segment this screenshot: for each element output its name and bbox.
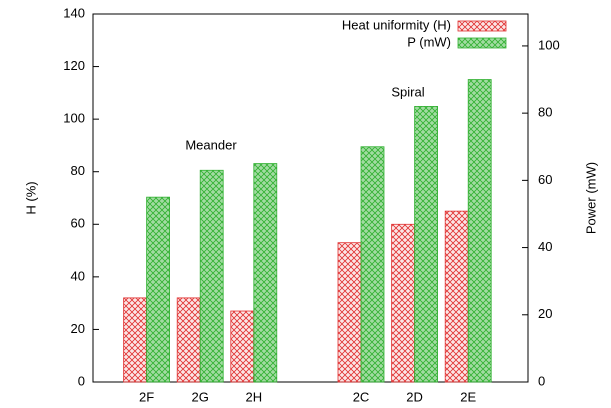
y-tick-label: 100 xyxy=(63,111,85,126)
y2-tick-label: 40 xyxy=(538,239,552,254)
legend-swatch xyxy=(457,20,507,32)
x-tick-label: 2D xyxy=(406,389,423,404)
annotation: Meander xyxy=(185,137,237,152)
bar xyxy=(146,196,171,383)
annotation: Spiral xyxy=(391,84,424,99)
y-tick-label: 0 xyxy=(78,373,85,388)
x-tick-label: 2E xyxy=(460,389,476,404)
bar xyxy=(414,106,439,383)
y2-tick-label: 0 xyxy=(538,373,545,388)
legend-swatch xyxy=(457,37,507,49)
bar xyxy=(391,223,416,383)
y-tick-label: 80 xyxy=(71,163,85,178)
bar xyxy=(467,79,492,383)
y-tick-label: 60 xyxy=(71,216,85,231)
bar xyxy=(253,163,278,383)
y2-tick-label: 60 xyxy=(538,172,552,187)
y2-tick-label: 100 xyxy=(538,37,560,52)
x-tick-label: 2C xyxy=(353,389,370,404)
y-tick-label: 20 xyxy=(71,321,85,336)
y2-tick-label: 20 xyxy=(538,306,552,321)
legend-label: P (mW) xyxy=(407,34,451,49)
y-tick-label: 40 xyxy=(71,268,85,283)
x-tick-label: 2G xyxy=(192,389,209,404)
bar xyxy=(360,146,385,383)
plot-frame xyxy=(92,13,529,383)
y-axis-label: H (%) xyxy=(23,181,38,214)
bar xyxy=(337,242,362,383)
x-tick-label: 2F xyxy=(139,389,154,404)
x-tick-label: 2H xyxy=(245,389,262,404)
y-tick-label: 120 xyxy=(63,58,85,73)
bar xyxy=(123,297,147,383)
bar xyxy=(199,169,224,383)
bar xyxy=(230,310,255,383)
y2-axis-label: Power (mW) xyxy=(583,162,598,234)
y-tick-label: 140 xyxy=(63,5,85,20)
bar xyxy=(444,210,469,383)
y2-tick-label: 80 xyxy=(538,105,552,120)
legend-label: Heat uniformity (H) xyxy=(342,17,451,32)
bar xyxy=(176,297,201,383)
